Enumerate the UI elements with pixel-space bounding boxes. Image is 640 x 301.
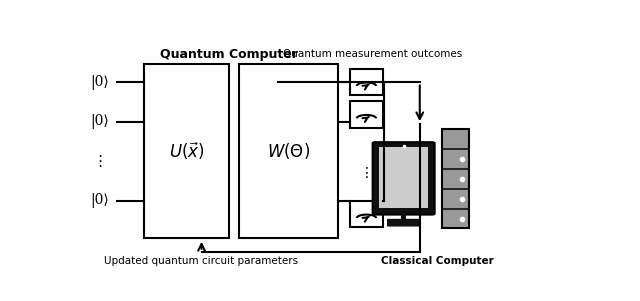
FancyBboxPatch shape bbox=[372, 142, 435, 215]
Text: Quantum Computer: Quantum Computer bbox=[160, 48, 298, 61]
Text: Updated quantum circuit parameters: Updated quantum circuit parameters bbox=[104, 256, 299, 265]
Text: |0⟩: |0⟩ bbox=[90, 75, 109, 90]
Text: ⋮: ⋮ bbox=[360, 166, 374, 180]
Bar bbox=[442, 129, 469, 228]
Bar bbox=[350, 101, 383, 128]
Bar bbox=[350, 69, 383, 95]
Bar bbox=[401, 213, 406, 222]
Text: |0⟩: |0⟩ bbox=[90, 114, 109, 129]
Bar bbox=[145, 64, 229, 238]
Bar bbox=[379, 147, 428, 208]
Text: ⋮: ⋮ bbox=[92, 154, 108, 169]
FancyBboxPatch shape bbox=[387, 219, 420, 227]
Text: Classical Computer: Classical Computer bbox=[381, 256, 493, 265]
Text: $W(\Theta)$: $W(\Theta)$ bbox=[267, 141, 310, 161]
Bar bbox=[350, 201, 383, 227]
Text: |0⟩: |0⟩ bbox=[90, 193, 109, 208]
Text: Quantum measurement outcomes: Quantum measurement outcomes bbox=[284, 49, 463, 59]
Text: $U(\vec{x})$: $U(\vec{x})$ bbox=[169, 140, 204, 162]
Bar bbox=[239, 64, 338, 238]
